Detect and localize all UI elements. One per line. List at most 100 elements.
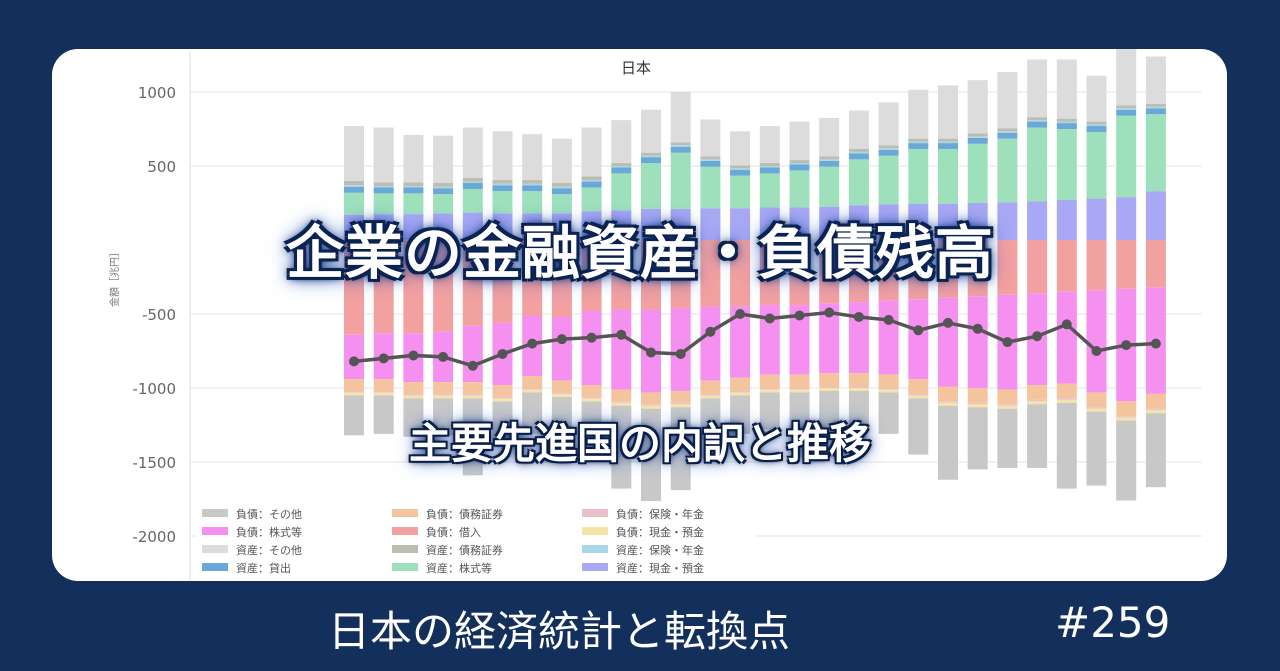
bar-segment (641, 405, 661, 409)
bar-segment (433, 393, 454, 396)
bar-segment (551, 316, 572, 381)
bar-segment (462, 212, 483, 240)
net-line-point (438, 351, 449, 362)
bar-segment (967, 80, 988, 134)
bar-segment (1086, 131, 1107, 199)
bar-segment (938, 402, 958, 406)
bar-segment (641, 392, 661, 405)
bar-segment (789, 160, 810, 164)
legend-swatch (392, 545, 418, 553)
bar-segment (819, 156, 840, 160)
bar-segment (433, 186, 454, 189)
legend-swatch (392, 527, 418, 535)
bar-segment (373, 240, 394, 334)
legend-label: 資産：債務証券 (426, 543, 503, 557)
bar-segment (1086, 126, 1107, 132)
bar-segment (373, 214, 394, 240)
bar-segment (581, 311, 602, 386)
bar-segment (670, 145, 691, 147)
bar-segment (1145, 56, 1166, 104)
bar-segment (789, 305, 810, 375)
bar-segment (938, 143, 958, 149)
net-line-point (853, 311, 864, 322)
bar-segment (700, 166, 721, 209)
net-line-point (527, 338, 538, 349)
bar-segment (581, 211, 602, 240)
legend-swatch (582, 545, 608, 553)
bar-segment (759, 126, 780, 164)
legend-swatch (202, 527, 228, 535)
bar-segment (641, 404, 661, 406)
bar-segment (938, 141, 958, 144)
bar-segment (670, 407, 691, 491)
bar-segment (611, 240, 632, 310)
bar-segment (611, 210, 632, 240)
bar-segment (967, 136, 988, 138)
legend-swatch (392, 563, 418, 571)
bar-segment (967, 407, 988, 470)
bar-segment (522, 240, 543, 316)
bar-segment (1056, 200, 1077, 240)
bar-segment (551, 380, 572, 393)
bar-segment (641, 408, 661, 502)
bar-segment (462, 127, 483, 178)
bar-segment (522, 392, 543, 434)
bar-segment (344, 186, 364, 193)
bar-segment (759, 388, 780, 390)
bar-segment (819, 373, 840, 387)
bar-segment (373, 193, 394, 215)
net-line-point (1032, 331, 1043, 342)
bar-segment (700, 398, 721, 440)
y-tick-label: -1500 (132, 454, 176, 472)
bar-segment (551, 183, 572, 187)
bar-segment (492, 240, 513, 323)
bar-segment (1145, 240, 1166, 288)
legend-panel (196, 501, 756, 581)
chart-title: 日本 (621, 59, 651, 77)
bar-segment (462, 325, 483, 383)
bar-segment (908, 240, 929, 300)
bar-segment (938, 85, 958, 139)
bar-segment (433, 183, 454, 187)
bar-segment (759, 392, 780, 430)
bar-segment (848, 388, 869, 391)
bar-segment (1086, 121, 1107, 125)
bar-segment (1086, 407, 1107, 409)
bar-segment (462, 181, 483, 184)
bar-segment (730, 165, 751, 169)
bar-segment (730, 377, 751, 391)
bar-segment (641, 240, 661, 310)
bar-segment (967, 240, 988, 297)
legend-label: 負債：借入 (426, 525, 481, 539)
bar-segment (789, 392, 810, 430)
bar-segment (344, 390, 364, 393)
y-tick-label: 500 (147, 158, 176, 176)
bar-segment (819, 240, 840, 304)
bar-segment (848, 159, 869, 206)
legend-label: 負債：保険・年金 (616, 507, 704, 521)
bar-segment (759, 207, 780, 240)
bar-segment (1027, 399, 1048, 402)
bar-segment (878, 300, 899, 375)
bar-segment (403, 193, 424, 215)
bar-segment (730, 131, 751, 166)
y-tick-label: 1000 (138, 84, 176, 102)
bar-segment (1027, 401, 1048, 405)
bar-segment (611, 166, 632, 168)
bar-segment (611, 120, 632, 164)
bar-segment (848, 240, 869, 303)
bar-segment (344, 185, 364, 187)
net-line-point (408, 350, 419, 361)
bar-segment (433, 213, 454, 240)
bar-segment (492, 213, 513, 240)
bar-segment (759, 167, 780, 174)
net-line-point (1061, 319, 1072, 330)
bar-segment (551, 213, 572, 240)
bar-segment (878, 240, 899, 301)
bar-segment (670, 240, 691, 309)
bar-segment (670, 402, 691, 405)
bar-segment (878, 102, 899, 146)
bar-segment (551, 240, 572, 317)
legend-label: 負債：株式等 (236, 525, 302, 539)
bar-segment (551, 138, 572, 184)
